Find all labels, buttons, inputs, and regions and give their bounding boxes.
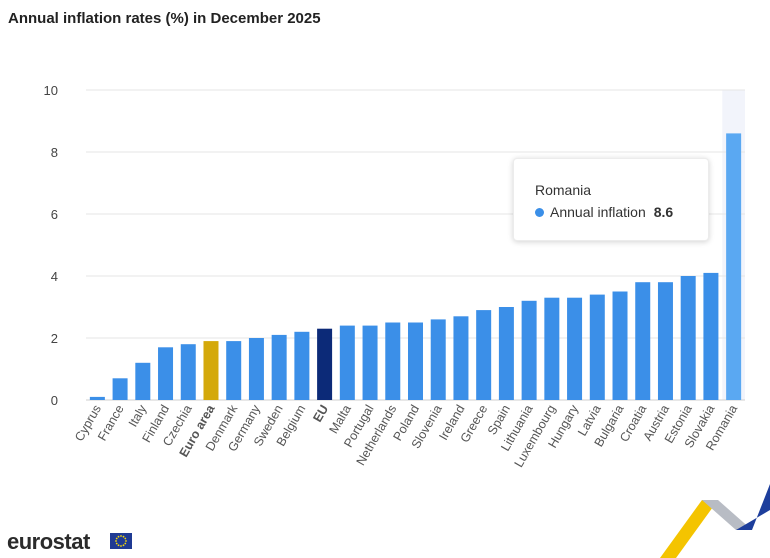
bar-eu xyxy=(317,328,333,400)
bar-croatia xyxy=(635,282,651,400)
bar-latvia xyxy=(589,294,605,400)
bar-ireland xyxy=(453,316,469,400)
bar-greece xyxy=(476,310,492,400)
tooltip-row: Annual inflation 8.6 xyxy=(535,204,673,220)
y-tick-label: 4 xyxy=(51,269,58,284)
bar-malta xyxy=(339,325,355,400)
bar-poland xyxy=(408,322,423,400)
bar-finland xyxy=(158,347,174,400)
bar-slovakia xyxy=(703,272,719,400)
y-tick-label: 10 xyxy=(44,83,58,98)
eu-flag-icon xyxy=(110,533,132,549)
bar-slovenia xyxy=(430,319,446,400)
y-tick-label: 8 xyxy=(51,145,58,160)
bar-france xyxy=(112,378,128,400)
bar-sweden xyxy=(271,334,287,400)
y-tick-label: 6 xyxy=(51,207,58,222)
series-dot-icon xyxy=(535,208,544,217)
bar-estonia xyxy=(680,276,696,400)
bar-italy xyxy=(135,362,151,400)
bar-spain xyxy=(498,307,514,400)
bar-romania xyxy=(726,133,742,400)
y-tick-label: 0 xyxy=(51,393,58,408)
bars xyxy=(89,133,742,400)
y-tick-label: 2 xyxy=(51,331,58,346)
x-tick-label: EU xyxy=(310,403,331,425)
bar-luxembourg xyxy=(544,297,560,400)
tooltip-title: Romania xyxy=(535,182,592,198)
bar-czechia xyxy=(180,344,196,400)
chart-title: Annual inflation rates (%) in December 2… xyxy=(8,10,321,27)
bar-denmark xyxy=(226,341,242,400)
tooltip: Romania Annual inflation 8.6 xyxy=(513,158,709,241)
bar-bulgaria xyxy=(612,291,628,400)
bar-lithuania xyxy=(521,300,537,400)
eurostat-logo: eurostat xyxy=(7,529,90,554)
bar-portugal xyxy=(362,325,378,400)
y-axis-ticks: 0 2 4 6 8 10 xyxy=(44,83,58,408)
decorative-chevron-icon xyxy=(660,484,770,558)
bar-hungary xyxy=(567,297,583,400)
tooltip-value: 8.6 xyxy=(653,204,674,220)
bar-belgium xyxy=(294,331,310,400)
tooltip-series-name: Annual inflation xyxy=(550,204,646,220)
bar-netherlands xyxy=(385,322,401,400)
bar-euro-area xyxy=(203,341,219,400)
bar-austria xyxy=(657,282,673,400)
bar-germany xyxy=(248,338,264,400)
bar-cyprus xyxy=(89,396,105,400)
